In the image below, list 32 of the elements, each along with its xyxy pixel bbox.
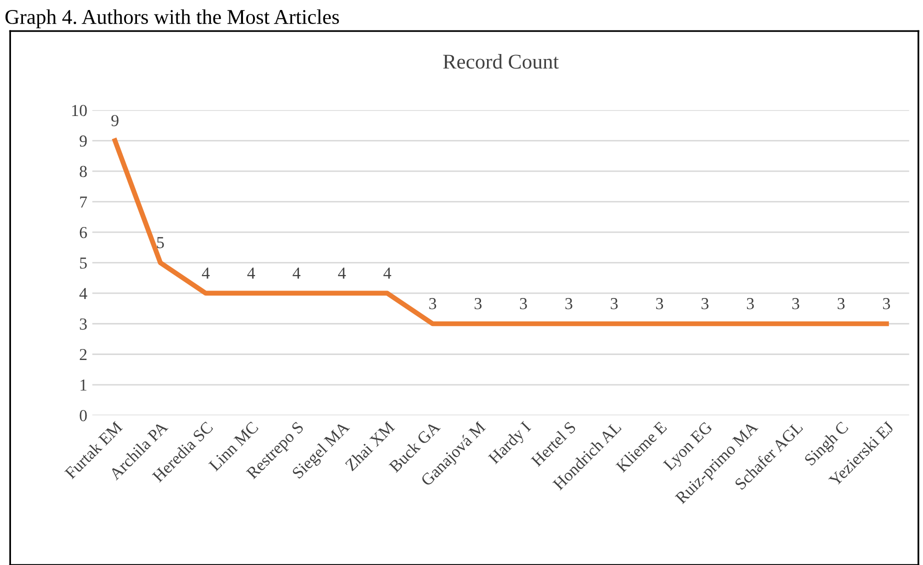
data-label: 3	[520, 298, 527, 310]
y-tick-label: 1	[80, 380, 86, 391]
y-tick-label: 2	[80, 349, 87, 360]
data-label: 4	[338, 268, 346, 279]
caption: Graph 4. Authors with the Most Articles	[5, 9, 339, 28]
data-label: 4	[202, 268, 210, 279]
data-label: 4	[247, 268, 256, 279]
data-label: 9	[111, 114, 118, 126]
data-label: 4	[383, 268, 392, 279]
y-tick-label: 7	[80, 196, 87, 208]
data-label: 3	[565, 298, 572, 310]
y-tick-label: 10	[72, 104, 87, 116]
data-label: 3	[702, 298, 708, 310]
data-label: 3	[474, 298, 482, 310]
data-label: 5	[157, 237, 164, 248]
data-label: 3	[838, 298, 845, 310]
y-tick-label: 9	[80, 135, 87, 147]
data-label: 3	[610, 298, 618, 310]
chart-title: Record Count	[443, 54, 559, 69]
y-tick-label: 6	[80, 226, 87, 238]
data-label: 3	[429, 298, 436, 310]
y-tick-label: 0	[80, 410, 87, 422]
data-label: 3	[883, 298, 890, 310]
y-tick-label: 4	[79, 288, 88, 300]
data-label: 3	[656, 298, 664, 310]
y-tick-label: 8	[80, 166, 87, 178]
y-tick-label: 3	[80, 318, 87, 330]
line-series	[112, 138, 889, 326]
y-tick-label: 5	[80, 258, 87, 269]
data-label: 3	[746, 298, 754, 310]
data-label: 3	[792, 298, 800, 310]
data-label: 4	[292, 268, 300, 279]
